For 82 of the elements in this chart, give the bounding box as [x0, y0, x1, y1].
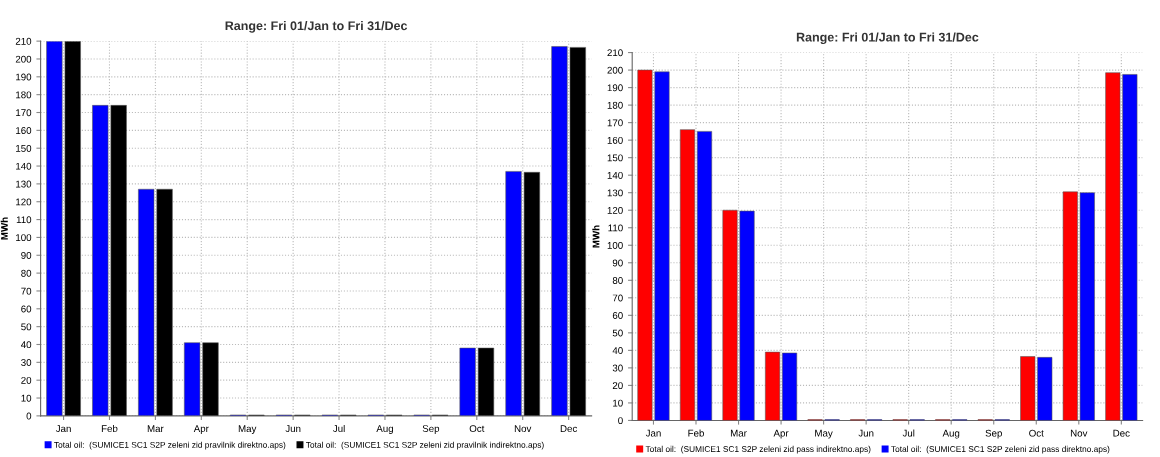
x-tick-label: Feb: [101, 424, 118, 433]
y-axis-title: MWh: [0, 217, 8, 240]
x-tick-label: Sep: [422, 425, 440, 434]
y-tick-label: 190: [607, 84, 623, 92]
y-tick-label: 210: [607, 49, 623, 57]
x-tick-label: Dec: [560, 425, 578, 433]
y-tick-label: 80: [612, 277, 623, 284]
y-tick-label: 50: [612, 329, 623, 337]
y-tick-label: 100: [607, 241, 623, 249]
x-tick-label: Mar: [147, 425, 164, 433]
x-tick-label: Nov: [514, 425, 532, 433]
y-tick-label: 90: [21, 252, 32, 259]
y-tick-label: 110: [16, 216, 32, 224]
chart-title: Range: Fri 01/Jan to Fri 31/Dec: [225, 20, 408, 33]
y-tick-label: 150: [16, 144, 32, 152]
y-tick-label: 40: [20, 341, 32, 349]
legend-label: Total oil: (SUMICE1 SC1 S2P zeleni zid pravilnik indirektno.aps): [306, 441, 544, 450]
bar: [459, 347, 476, 416]
y-tick-label: 0: [26, 412, 32, 420]
y-tick-label: 150: [607, 154, 623, 162]
x-tick-label: Jan: [55, 425, 71, 433]
y-tick-label: 90: [612, 259, 623, 267]
x-tick-label: Oct: [469, 425, 485, 433]
bar: [782, 352, 798, 421]
bar: [679, 129, 695, 421]
x-tick-label: Jul: [902, 429, 915, 437]
x-tick-label: Feb: [688, 429, 704, 437]
y-tick-label: 10: [21, 394, 32, 402]
y-tick-label: 60: [612, 312, 623, 319]
legend-label: Total oil: (SUMICE1 SC1 S2P zeleni zid pass direktno.aps): [891, 445, 1110, 454]
y-tick-label: 110: [608, 224, 623, 232]
y-tick-label: 20: [612, 382, 623, 390]
x-tick-label: Jul: [333, 424, 345, 433]
y-tick-label: 180: [607, 101, 623, 109]
x-tick-label: Jun: [858, 429, 874, 437]
y-tick-label: 160: [607, 136, 623, 144]
y-tick-label: 30: [21, 359, 32, 366]
y-tick-label: 10: [613, 399, 623, 407]
y-tick-label: 70: [21, 287, 32, 295]
y-tick-label: 0: [618, 417, 623, 425]
y-tick-label: 40: [612, 347, 623, 354]
y-axis-title: MWh: [592, 225, 600, 248]
y-tick-label: 200: [607, 66, 623, 74]
y-tick-label: 160: [16, 127, 32, 134]
y-tick-label: 140: [607, 171, 623, 179]
y-tick-label: 30: [612, 364, 623, 372]
y-tick-label: 170: [607, 119, 623, 127]
x-tick-label: May: [815, 429, 833, 439]
x-tick-label: Oct: [1029, 429, 1044, 437]
legend-label: Total oil: (SUMICE1 SC1 S2P zeleni zid pravilnik direktno.aps): [54, 441, 286, 450]
x-tick-label: Jun: [285, 425, 301, 433]
y-tick-label: 120: [607, 206, 623, 214]
x-tick-label: May: [238, 425, 257, 434]
y-tick-label: 210: [15, 37, 32, 45]
chart-title: Range: Fri 01/Jan to Fri 31/Dec: [796, 32, 979, 45]
y-tick-label: 50: [21, 323, 32, 331]
y-tick-label: 60: [21, 305, 32, 313]
bar: [477, 347, 495, 416]
legend-label: Total oil: (SUMICE1 SC1 S2P zeleni zid pass indirektno.aps): [645, 445, 871, 454]
x-tick-label: Apr: [773, 429, 789, 439]
x-tick-label: Mar: [730, 429, 747, 437]
y-tick-label: 80: [21, 269, 32, 277]
y-tick-label: 200: [15, 55, 32, 63]
y-tick-label: 170: [16, 109, 32, 117]
x-tick-label: Jan: [645, 429, 661, 437]
x-tick-label: Aug: [942, 429, 960, 439]
y-tick-label: 140: [16, 162, 32, 170]
x-tick-label: Sep: [985, 429, 1002, 439]
y-tick-label: 120: [16, 198, 32, 206]
x-tick-label: Apr: [193, 425, 209, 434]
y-tick-label: 130: [607, 189, 623, 197]
y-tick-label: 190: [16, 73, 32, 81]
bar: [697, 131, 713, 421]
x-tick-label: Aug: [376, 425, 393, 434]
x-tick-label: Dec: [1113, 429, 1130, 437]
bar: [765, 351, 781, 421]
y-tick-label: 130: [16, 180, 32, 188]
y-tick-label: 70: [612, 294, 623, 302]
y-tick-label: 100: [16, 234, 32, 242]
y-tick-label: 20: [21, 376, 32, 384]
x-tick-label: Nov: [1070, 429, 1088, 437]
y-tick-label: 180: [16, 91, 32, 99]
